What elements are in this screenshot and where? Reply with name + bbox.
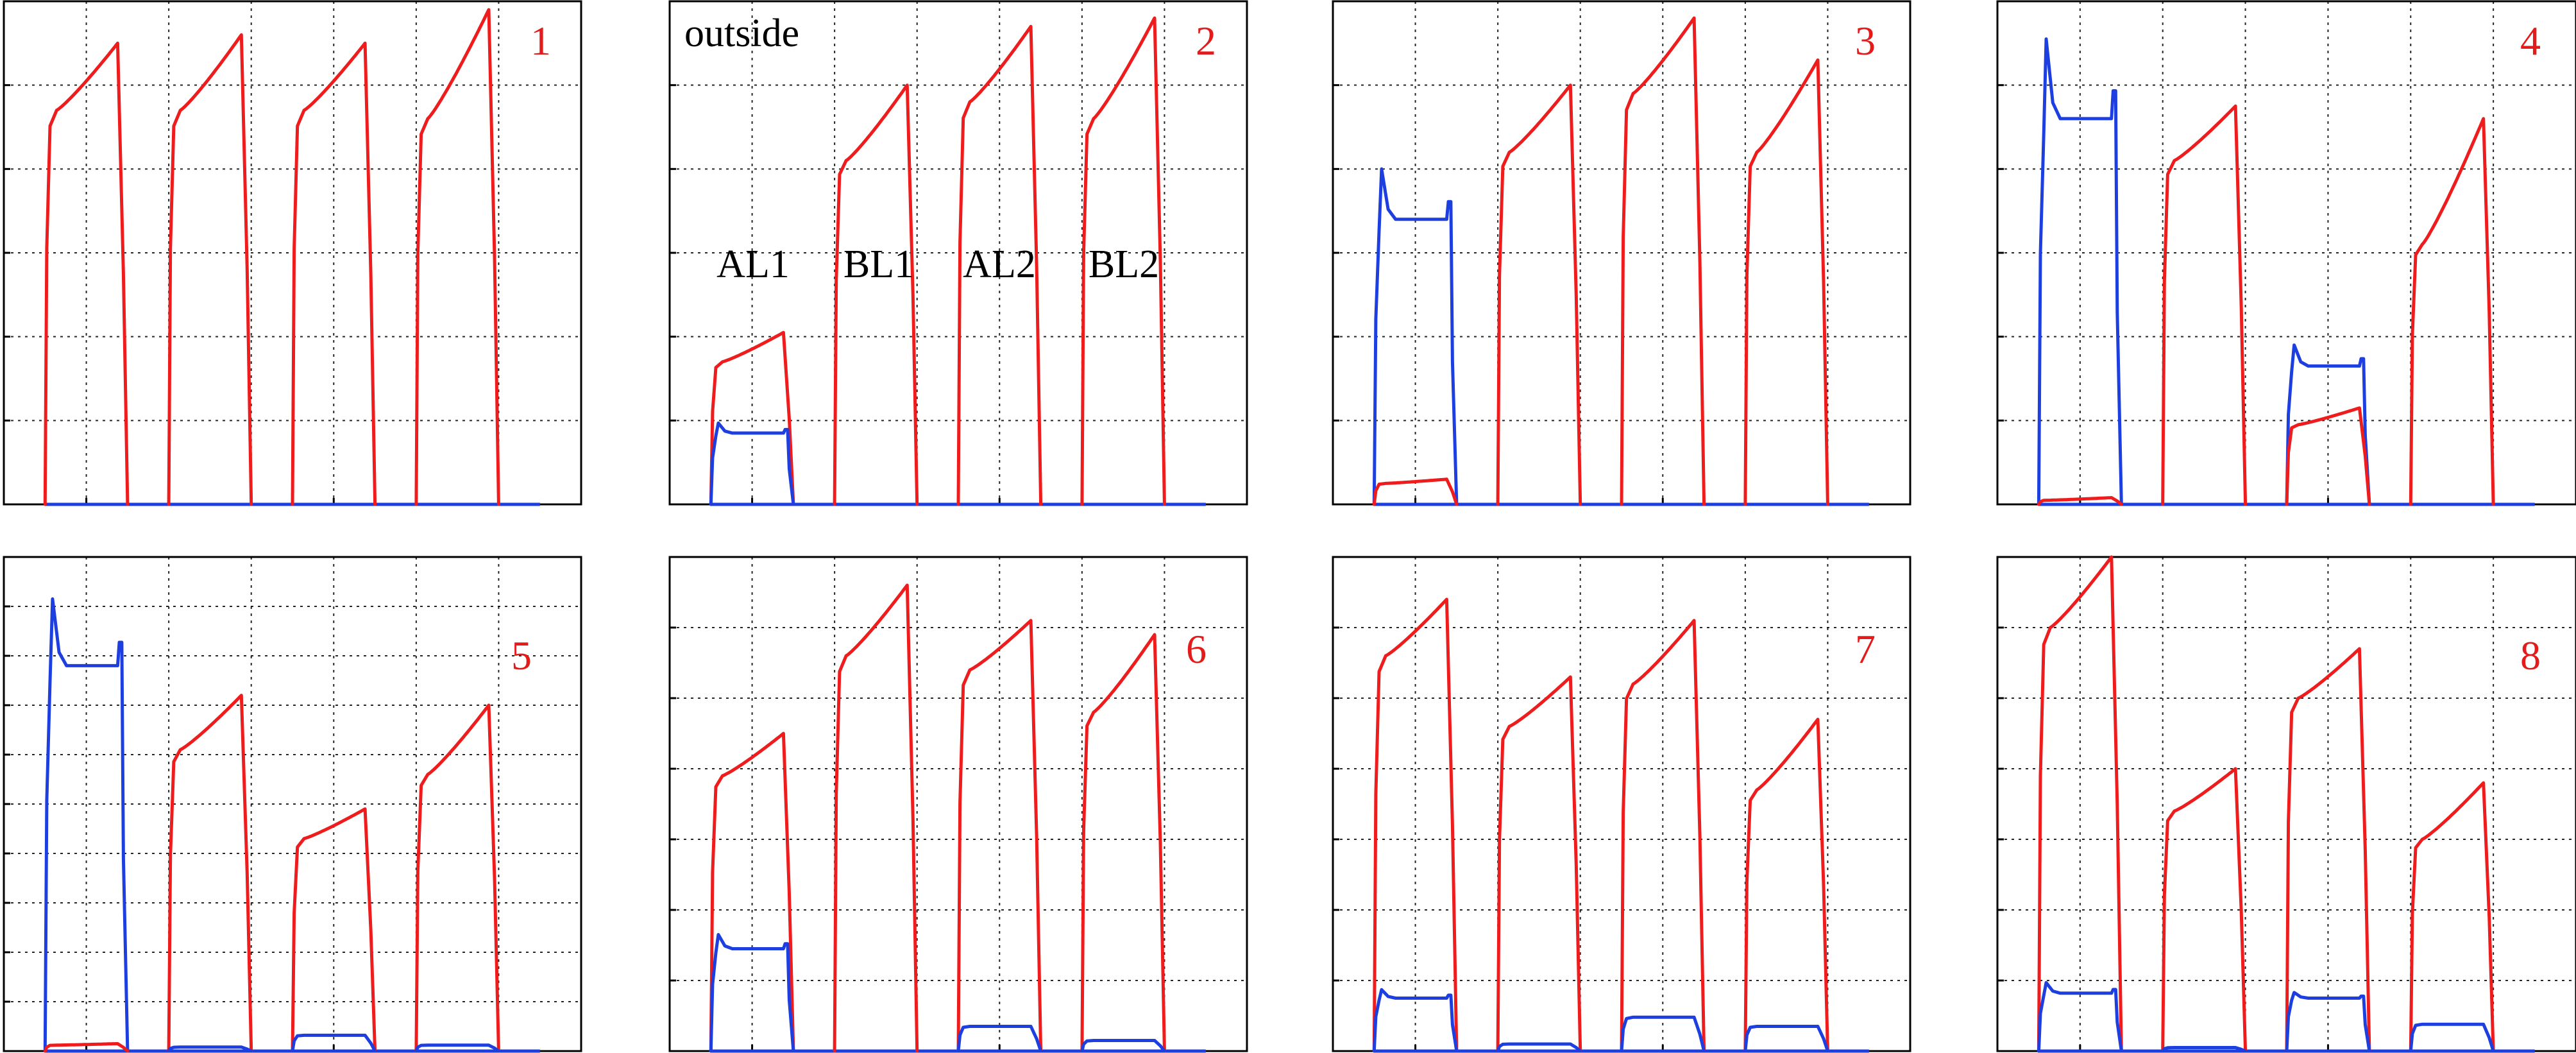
red-pulse-4 bbox=[956, 619, 1043, 1053]
red-pulse-2 bbox=[43, 1042, 130, 1053]
blue-pulse-6 bbox=[956, 1025, 1043, 1053]
panel-number-label: 5 bbox=[511, 633, 532, 678]
red-pulse-5 bbox=[1743, 58, 1829, 506]
chart-panel-1: 1 bbox=[3, 0, 582, 506]
red-pulse-5 bbox=[1080, 633, 1166, 1053]
panel-number-label: 4 bbox=[2520, 18, 2541, 64]
red-pulse-1 bbox=[1372, 597, 1459, 1053]
blue-pulse-2 bbox=[709, 933, 795, 1053]
blue-pulse-6 bbox=[2285, 991, 2371, 1053]
annotation-outside: outside bbox=[684, 12, 799, 55]
red-pulse-1 bbox=[709, 330, 795, 506]
red-pulse-2 bbox=[1372, 477, 1459, 506]
red-pulse-1 bbox=[43, 41, 130, 506]
blue-pulse-1 bbox=[2037, 37, 2123, 506]
blue-pulse-8 bbox=[414, 1043, 500, 1053]
red-pulse-7 bbox=[414, 703, 500, 1053]
chart-panel-8: 8 bbox=[1996, 555, 2576, 1053]
red-pulse-7 bbox=[2409, 781, 2495, 1053]
blue-pulse-7 bbox=[1080, 1039, 1166, 1053]
annotation-al1: AL1 bbox=[716, 243, 790, 286]
red-pulse-5 bbox=[1080, 16, 1166, 506]
red-pulse-5 bbox=[1620, 619, 1706, 1053]
red-pulse-3 bbox=[2161, 767, 2248, 1053]
red-pulse-3 bbox=[833, 83, 919, 506]
blue-pulse-8 bbox=[1743, 1025, 1829, 1053]
red-pulse-4 bbox=[414, 8, 500, 506]
red-pulse-6 bbox=[2409, 117, 2495, 506]
blue-pulse-2 bbox=[2037, 980, 2123, 1053]
red-pulse-3 bbox=[833, 583, 919, 1053]
red-pulse-5 bbox=[2285, 406, 2371, 506]
red-pulse-1 bbox=[709, 732, 795, 1053]
blue-pulse-4 bbox=[2285, 343, 2371, 506]
blue-pulse-1 bbox=[1372, 167, 1459, 506]
panel-number-label: 3 bbox=[1855, 18, 1876, 64]
blue-pulse-1 bbox=[43, 597, 130, 1053]
blue-pulse-2 bbox=[1372, 988, 1459, 1053]
blue-pulse-6 bbox=[291, 1033, 377, 1053]
panel-number-label: 6 bbox=[1186, 626, 1207, 672]
annotation-bl1: BL1 bbox=[843, 243, 914, 286]
red-pulse-3 bbox=[2161, 104, 2248, 506]
blue-pulse-8 bbox=[2409, 1022, 2495, 1053]
red-pulse-3 bbox=[1496, 675, 1582, 1053]
chart-panel-4: 4 bbox=[1996, 0, 2576, 506]
red-pulse-3 bbox=[291, 41, 377, 506]
panel-number-label: 8 bbox=[2520, 633, 2541, 678]
red-pulse-5 bbox=[2285, 647, 2371, 1053]
panel-number-label: 2 bbox=[1196, 18, 1216, 64]
red-pulse-3 bbox=[1496, 83, 1582, 506]
blue-pulse-6 bbox=[1620, 1015, 1706, 1053]
chart-panel-3: 3 bbox=[1332, 0, 1911, 506]
chart-panel-6: 6 bbox=[668, 556, 1248, 1053]
red-pulse-5 bbox=[291, 807, 377, 1053]
blue-pulse-4 bbox=[2161, 1046, 2248, 1053]
panel-number-label: 1 bbox=[530, 18, 551, 64]
red-pulse-2 bbox=[167, 33, 253, 506]
panel-number-label: 7 bbox=[1855, 626, 1876, 672]
annotation-bl2: BL2 bbox=[1089, 243, 1159, 286]
chart-panel-7: 7 bbox=[1332, 556, 1911, 1053]
red-pulse-7 bbox=[1743, 717, 1829, 1053]
red-pulse-3 bbox=[167, 694, 253, 1053]
annotation-al2: AL2 bbox=[963, 243, 1036, 286]
chart-panel-5: 5 bbox=[3, 556, 582, 1053]
red-pulse-4 bbox=[1620, 16, 1706, 506]
red-pulse-4 bbox=[956, 24, 1043, 506]
chart-panel-2: 2 outside AL1 BL1 AL2 BL2 bbox=[668, 0, 1248, 506]
red-pulse-2 bbox=[2037, 496, 2123, 506]
blue-pulse-2 bbox=[709, 421, 795, 506]
blue-pulse-4 bbox=[1496, 1042, 1582, 1053]
red-pulse-1 bbox=[2037, 555, 2123, 1053]
blue-pulse-4 bbox=[167, 1045, 253, 1053]
